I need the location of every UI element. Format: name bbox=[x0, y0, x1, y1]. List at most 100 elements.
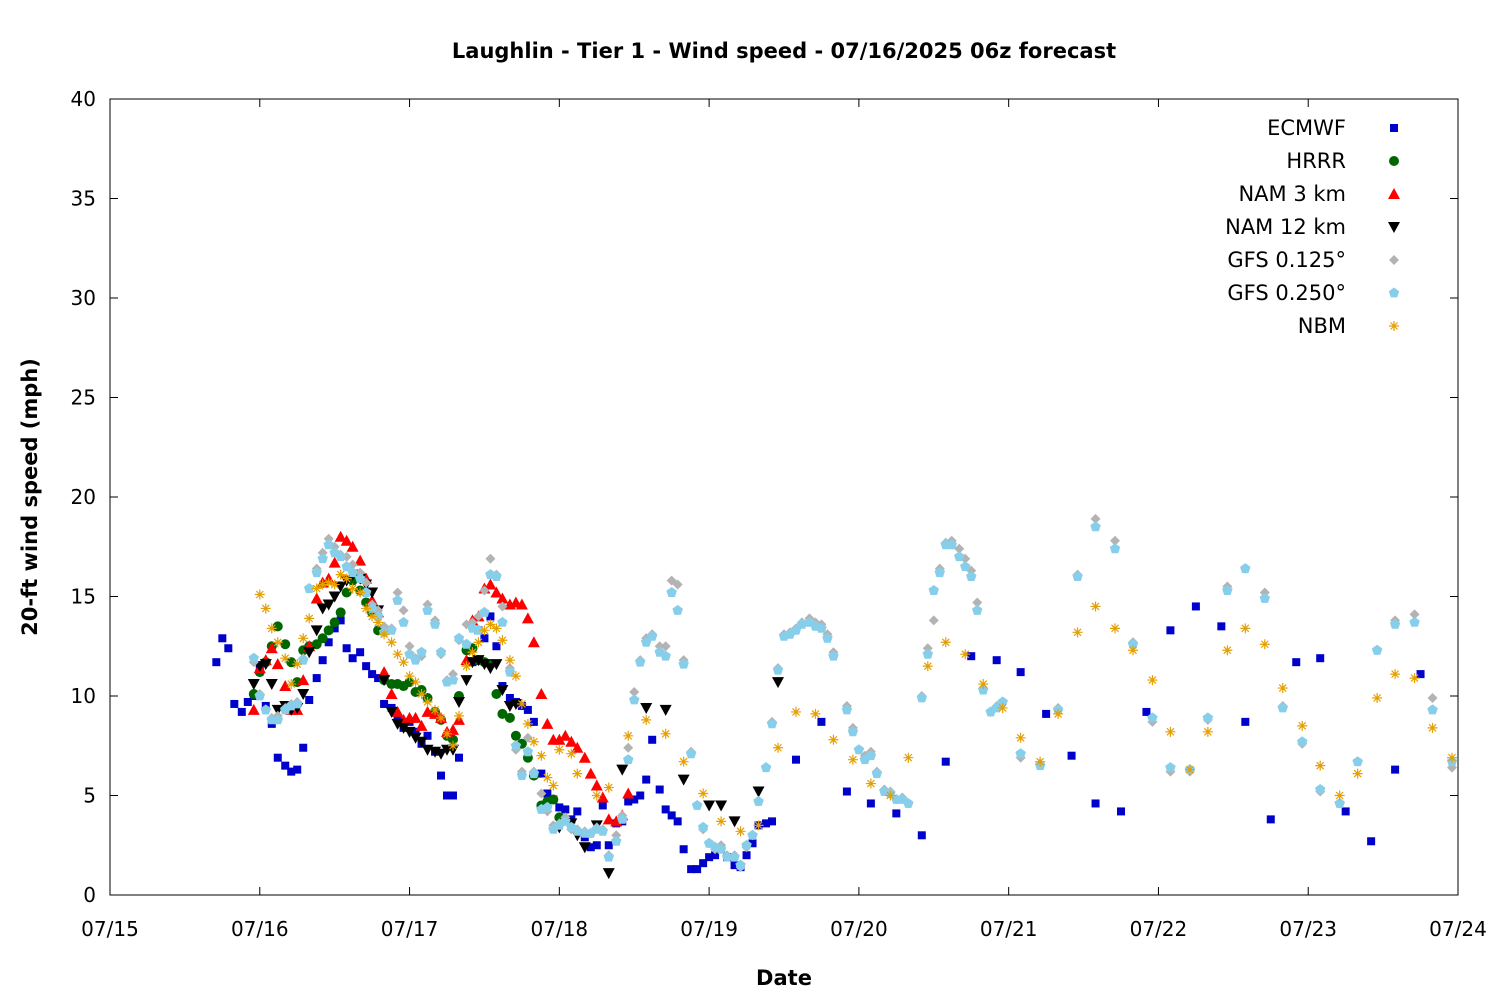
data-point bbox=[1367, 837, 1376, 846]
data-point bbox=[304, 583, 315, 593]
legend-label: HRRR bbox=[1286, 149, 1346, 173]
data-point bbox=[354, 554, 367, 566]
data-point bbox=[685, 748, 697, 759]
legend-item-gfs-0-125: GFS 0.125° bbox=[1227, 248, 1399, 272]
y-tick-label: 40 bbox=[71, 87, 96, 111]
data-point bbox=[254, 690, 265, 701]
data-point bbox=[218, 634, 227, 643]
data-point bbox=[1015, 732, 1026, 743]
data-point bbox=[1240, 563, 1251, 574]
data-point bbox=[1409, 609, 1420, 620]
data-point bbox=[305, 695, 314, 704]
data-point bbox=[1372, 692, 1383, 703]
data-point bbox=[404, 677, 415, 688]
data-point bbox=[491, 623, 502, 634]
data-point bbox=[635, 656, 646, 667]
data-point bbox=[822, 632, 833, 643]
data-point bbox=[311, 583, 322, 594]
data-point bbox=[443, 791, 451, 800]
data-point bbox=[573, 807, 582, 816]
data-point bbox=[341, 573, 352, 584]
data-point bbox=[1240, 623, 1251, 634]
legend-label: NAM 3 km bbox=[1238, 182, 1346, 206]
data-point bbox=[373, 617, 384, 628]
legend-label: ECMWF bbox=[1267, 116, 1346, 140]
data-point bbox=[660, 641, 671, 652]
y-tick-label: 15 bbox=[71, 585, 96, 609]
data-point bbox=[922, 648, 933, 659]
data-point bbox=[691, 800, 703, 810]
data-point bbox=[578, 751, 591, 763]
legend-marker bbox=[1389, 255, 1399, 265]
data-point bbox=[409, 711, 422, 723]
x-tick-label: 07/20 bbox=[830, 917, 888, 941]
data-point bbox=[1222, 585, 1233, 595]
data-point bbox=[522, 746, 534, 757]
data-point bbox=[659, 704, 672, 716]
data-point bbox=[624, 797, 633, 806]
data-point bbox=[1016, 668, 1025, 677]
data-point bbox=[762, 819, 771, 828]
data-point bbox=[1277, 683, 1288, 694]
data-point bbox=[1165, 726, 1176, 737]
data-point bbox=[735, 826, 746, 837]
data-point bbox=[422, 696, 433, 707]
x-tick-label: 07/16 bbox=[231, 917, 289, 941]
data-point bbox=[967, 652, 976, 661]
data-point bbox=[317, 633, 328, 644]
data-point bbox=[393, 713, 402, 722]
data-point bbox=[1352, 768, 1363, 779]
data-point bbox=[1202, 726, 1213, 737]
data-point bbox=[699, 859, 708, 868]
y-tick-label: 25 bbox=[71, 386, 96, 410]
data-point bbox=[1389, 618, 1401, 629]
data-point bbox=[841, 704, 853, 715]
data-point bbox=[312, 674, 321, 683]
data-point bbox=[380, 699, 389, 708]
data-point bbox=[602, 868, 615, 880]
x-tick-label: 07/17 bbox=[381, 917, 439, 941]
data-point bbox=[1035, 756, 1046, 767]
data-point bbox=[485, 553, 496, 564]
data-point bbox=[316, 603, 329, 615]
data-point bbox=[522, 732, 533, 743]
data-point bbox=[323, 625, 334, 636]
data-point bbox=[404, 648, 415, 659]
data-point bbox=[997, 702, 1008, 713]
data-point bbox=[490, 586, 503, 598]
x-tick-label: 07/15 bbox=[81, 917, 139, 941]
data-point bbox=[1266, 815, 1275, 824]
data-point bbox=[1142, 707, 1151, 716]
data-point bbox=[385, 706, 398, 718]
data-point bbox=[430, 704, 441, 715]
data-point bbox=[586, 843, 595, 852]
data-point bbox=[817, 717, 826, 726]
data-point bbox=[1416, 670, 1425, 679]
data-point bbox=[397, 722, 410, 734]
data-point bbox=[1427, 722, 1438, 733]
data-point bbox=[622, 787, 635, 799]
data-point bbox=[548, 794, 559, 805]
data-point bbox=[448, 791, 457, 800]
data-point bbox=[954, 551, 965, 562]
data-point bbox=[421, 705, 434, 717]
data-point bbox=[523, 705, 532, 714]
data-point bbox=[497, 635, 508, 646]
data-point bbox=[566, 748, 577, 759]
data-point bbox=[611, 835, 622, 846]
data-point bbox=[492, 642, 501, 651]
legend-marker bbox=[1389, 321, 1399, 331]
data-point bbox=[559, 729, 572, 741]
data-point bbox=[328, 556, 341, 568]
legend-marker bbox=[1388, 287, 1400, 298]
data-point bbox=[641, 714, 652, 725]
data-point bbox=[617, 813, 628, 824]
data-point bbox=[212, 658, 221, 667]
data-point bbox=[940, 637, 951, 648]
data-point bbox=[1109, 543, 1121, 554]
data-point bbox=[978, 679, 989, 690]
data-point bbox=[629, 687, 640, 698]
data-point bbox=[1341, 807, 1350, 816]
data-point bbox=[356, 648, 365, 657]
